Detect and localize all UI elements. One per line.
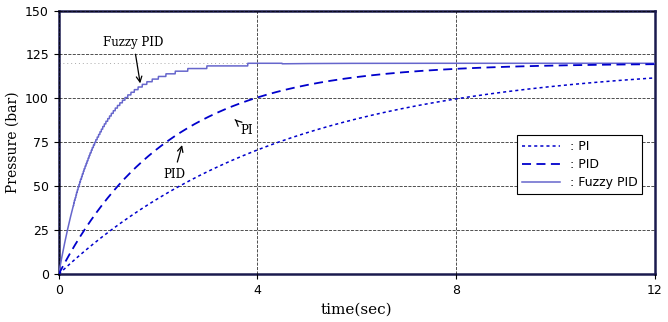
Legend: : PI, : PID, : Fuzzy PID: : PI, : PID, : Fuzzy PID <box>517 135 643 194</box>
Text: Fuzzy PID: Fuzzy PID <box>104 36 164 82</box>
X-axis label: time(sec): time(sec) <box>321 302 393 317</box>
Text: PI: PI <box>235 120 253 137</box>
Text: PID: PID <box>163 147 185 181</box>
Y-axis label: Pressure (bar): Pressure (bar) <box>5 91 19 193</box>
